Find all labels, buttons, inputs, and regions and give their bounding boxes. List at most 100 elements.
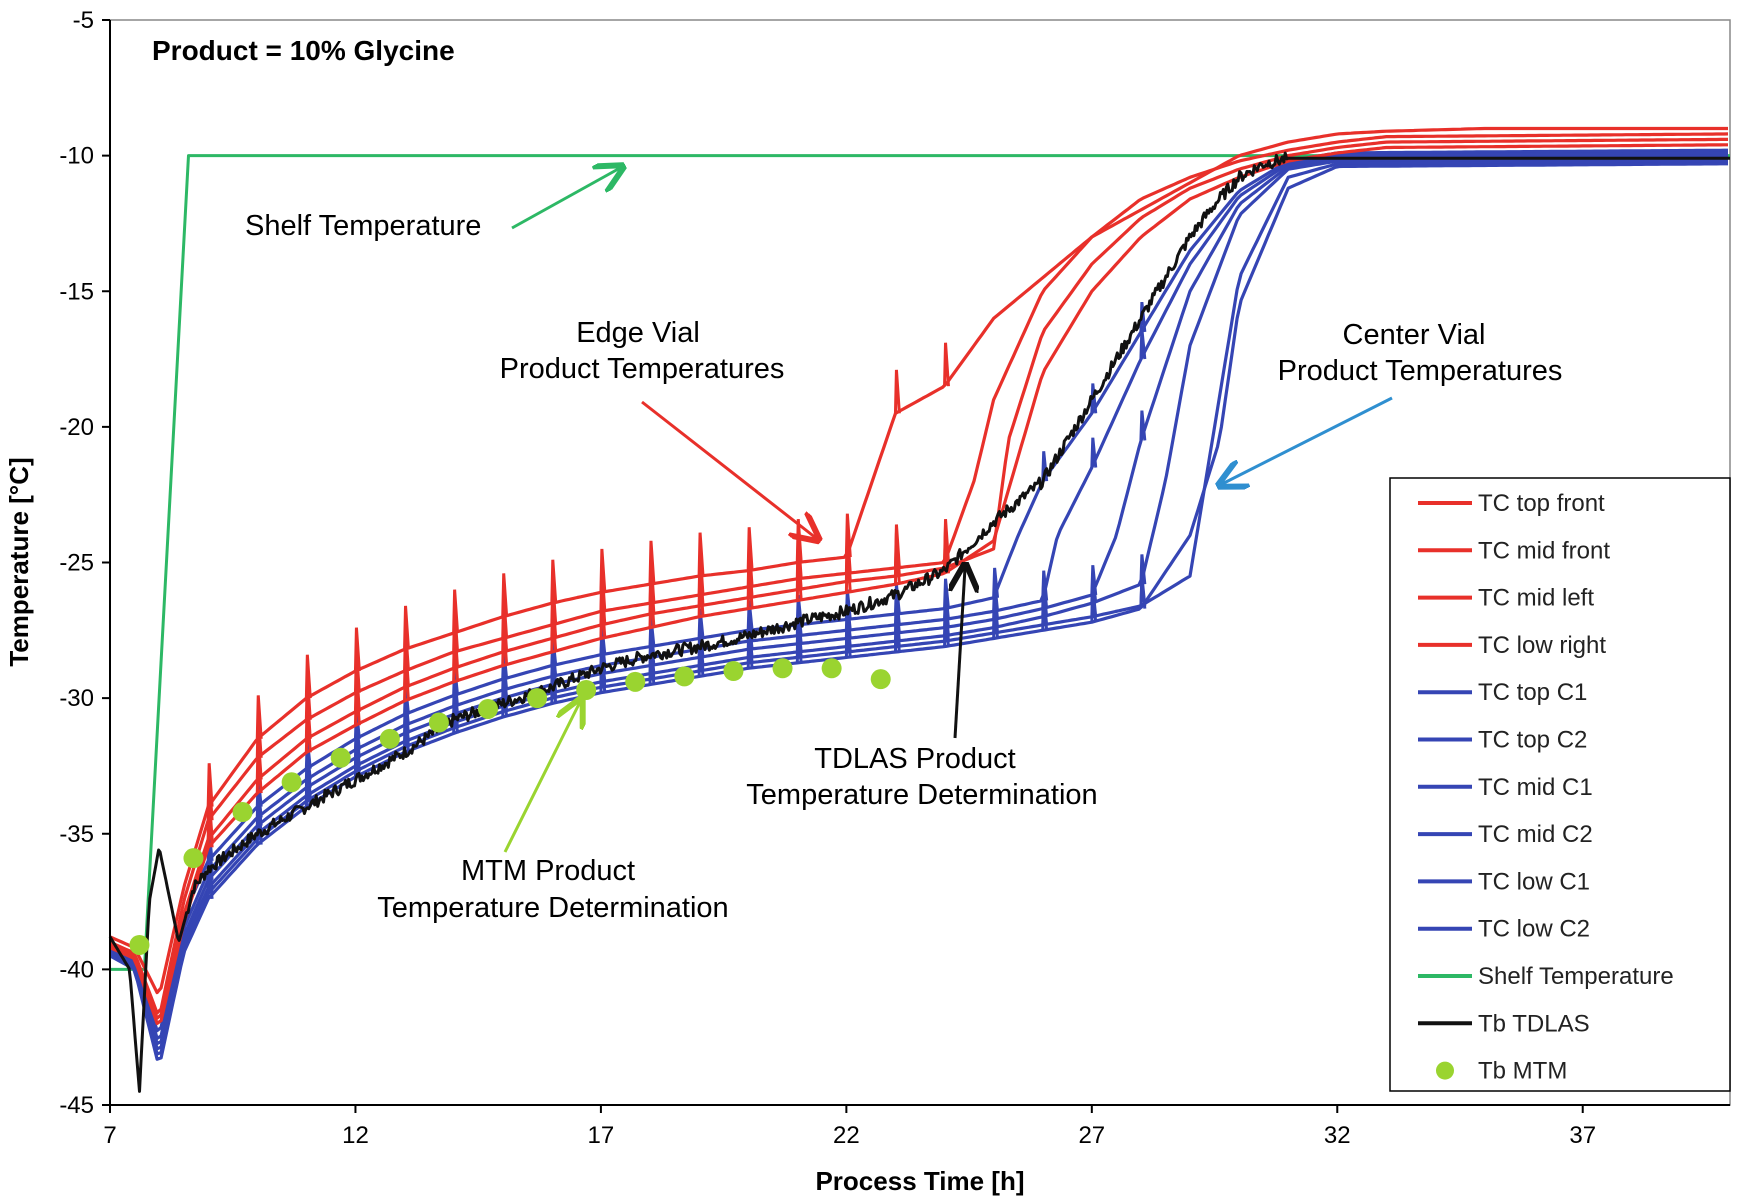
mtm-point <box>821 658 842 679</box>
arrow-edge <box>641 400 816 538</box>
spike-tc-top-c2 <box>1139 329 1147 360</box>
arrow-mtm <box>503 702 580 853</box>
x-tick-label: 27 <box>1078 1122 1105 1149</box>
y-tick-label: -20 <box>59 414 94 441</box>
spike-tc-low-c2 <box>1090 592 1098 623</box>
y-tick-label: -35 <box>59 821 94 848</box>
spike-tc-top-c1 <box>1090 383 1098 414</box>
arrow-tdlas <box>955 568 965 739</box>
x-axis-title: Process Time [h] <box>815 1166 1024 1196</box>
series-tc-mid-front <box>109 132 1729 1015</box>
spike-tc-low-c2 <box>893 622 901 653</box>
legend: TC top front TC mid front TC mid left TC lo… <box>1389 477 1731 1092</box>
x-tick-label: 7 <box>103 1122 116 1149</box>
x-tick-label: 12 <box>342 1122 369 1149</box>
spike-tc-low-right <box>943 529 950 574</box>
y-tick-label: -10 <box>59 143 94 170</box>
series-tc-mid-left <box>109 137 1728 1020</box>
legend-label: TC mid front <box>1478 537 1610 564</box>
legend-label: TC mid left <box>1478 585 1594 612</box>
legend-label: TC low C1 <box>1478 868 1590 895</box>
spike-tc-low-c2 <box>452 703 460 734</box>
series-tc-low-c1 <box>109 159 1728 1056</box>
series-tc-top-front <box>109 126 1728 995</box>
spike-tc-low-c2 <box>403 722 410 753</box>
series-tc-mid-c2 <box>109 156 1728 1051</box>
mtm-point <box>129 934 150 955</box>
y-tick-label: -15 <box>59 278 94 305</box>
mtm-point <box>576 679 597 700</box>
spike-tc-low-right <box>844 548 852 593</box>
legend-label: TC top C2 <box>1478 727 1587 754</box>
spike-tc-top-front <box>893 369 901 414</box>
annotation-edge-line2: Product Temperatures <box>500 353 785 385</box>
x-tick-label: 37 <box>1569 1122 1596 1149</box>
annotation-tdlas-line2: Temperature Determination <box>746 779 1097 811</box>
legend-items: TC top front TC mid front TC mid left TC lo… <box>1418 490 1674 1085</box>
annotation-shelf: Shelf Temperature <box>245 210 481 242</box>
spike-tc-low-c2 <box>1041 600 1049 631</box>
mtm-point <box>428 712 449 733</box>
annotation-center-line1: Center Vial <box>1343 319 1486 351</box>
legend-label: TC top C1 <box>1478 679 1587 706</box>
spike-tc-low-right <box>403 657 410 701</box>
mtm-point <box>232 802 253 823</box>
mtm-point <box>674 666 695 687</box>
y-axis-title: Temperature [°C] <box>4 457 34 666</box>
y-tick-label: -40 <box>59 956 94 983</box>
arrow-center <box>1222 396 1393 484</box>
series-tc-top-c1 <box>109 148 1728 1033</box>
spike-tc-low-right <box>697 573 705 617</box>
y-tick-label: -30 <box>59 685 94 712</box>
spike-tc-low-right <box>599 594 607 639</box>
spike-tc-low-right <box>746 565 754 609</box>
spike-tc-low-right <box>550 608 558 653</box>
series-tb-tdlas <box>108 151 1730 1093</box>
x-tick-layer: 7 12 17 22 27 32 37 <box>103 1105 1596 1149</box>
chart-title: Product = 10% Glycine <box>152 35 455 66</box>
annotation-edge-line1: Edge Vial <box>576 317 700 349</box>
mtm-point <box>330 747 351 768</box>
mtm-point <box>281 772 302 793</box>
annotation-mtm-line2: Temperature Determination <box>377 892 728 924</box>
x-tick-label: 22 <box>833 1122 860 1149</box>
spike-tc-low-c2 <box>992 608 1000 639</box>
legend-label: TC mid C2 <box>1478 821 1593 848</box>
mtm-point <box>772 658 793 679</box>
legend-label: Tb TDLAS <box>1478 1010 1590 1037</box>
annotation-mtm-line1: MTM Product <box>461 855 635 887</box>
spike-tc-low-c2 <box>795 632 803 664</box>
spike-tc-low-right <box>353 681 361 726</box>
series-tc-top-c2 <box>109 151 1729 1040</box>
spike-tc-low-c2 <box>1139 578 1147 609</box>
annotation-tdlas-line1: TDLAS Product <box>814 743 1015 775</box>
mtm-point <box>870 669 891 690</box>
spike-tc-low-right <box>501 622 509 666</box>
series-layer <box>108 126 1730 1093</box>
spike-tc-top-c1 <box>1139 301 1147 333</box>
spike-tc-low-right <box>255 749 263 794</box>
legend-label: Shelf Temperature <box>1478 963 1674 990</box>
spike-tc-low-c2 <box>746 638 754 669</box>
spike-tc-low-c2 <box>550 673 558 704</box>
y-tick-label: -5 <box>73 7 94 34</box>
spike-tc-low-right <box>304 708 312 753</box>
spike-tc-low-right <box>648 584 656 628</box>
spike-tc-low-c2 <box>943 616 950 647</box>
legend-label: TC top front <box>1478 490 1605 517</box>
mtm-point <box>527 688 548 709</box>
spike-tc-low-right <box>452 638 460 682</box>
legend-label: Tb MTM <box>1478 1058 1567 1085</box>
spike-tc-low-c2 <box>353 746 361 777</box>
spike-tc-low-c2 <box>599 662 607 693</box>
spike-tc-low-c2 <box>844 627 852 658</box>
spike-tc-low-c2 <box>304 776 312 807</box>
mtm-marker-layer <box>129 658 891 955</box>
mtm-point <box>723 661 744 681</box>
annotation-center-line2: Product Temperatures <box>1278 355 1563 387</box>
x-tick-label: 17 <box>588 1122 615 1149</box>
y-tick-layer: -5 -10 -15 -20 -25 -30 -35 -40 -45 <box>59 7 110 1119</box>
mtm-point <box>625 671 646 692</box>
y-tick-label: -45 <box>59 1092 94 1119</box>
